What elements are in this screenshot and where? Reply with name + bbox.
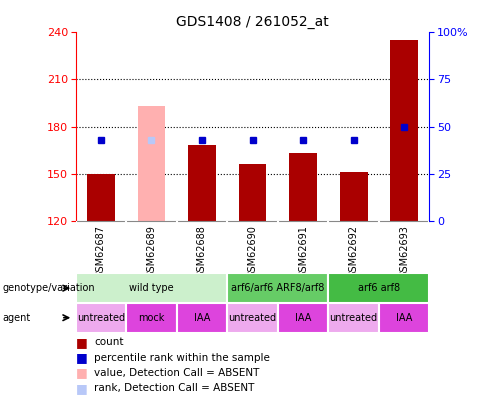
Bar <box>126 303 177 333</box>
Title: GDS1408 / 261052_at: GDS1408 / 261052_at <box>176 15 329 29</box>
Text: GSM62690: GSM62690 <box>247 225 258 278</box>
Bar <box>379 303 429 333</box>
Text: count: count <box>94 337 123 347</box>
Text: untreated: untreated <box>329 313 378 323</box>
Text: IAA: IAA <box>396 313 412 323</box>
Bar <box>239 164 266 221</box>
Bar <box>289 153 317 221</box>
Text: untreated: untreated <box>77 313 125 323</box>
Text: ■: ■ <box>76 367 87 379</box>
Text: ■: ■ <box>76 351 87 364</box>
Bar <box>138 106 165 221</box>
Bar <box>278 303 328 333</box>
Text: IAA: IAA <box>295 313 311 323</box>
Text: GSM62688: GSM62688 <box>197 225 207 278</box>
Text: GSM62689: GSM62689 <box>146 225 157 278</box>
Bar <box>328 303 379 333</box>
Text: genotype/variation: genotype/variation <box>2 283 95 293</box>
Text: untreated: untreated <box>228 313 277 323</box>
Bar <box>340 172 367 221</box>
Text: arf6 arf8: arf6 arf8 <box>358 283 400 293</box>
Text: ■: ■ <box>76 336 87 349</box>
Bar <box>177 303 227 333</box>
Text: wild type: wild type <box>129 283 174 293</box>
Text: GSM62692: GSM62692 <box>348 225 359 278</box>
Bar <box>227 273 328 303</box>
Bar <box>328 273 429 303</box>
Text: agent: agent <box>2 313 31 323</box>
Text: GSM62687: GSM62687 <box>96 225 106 278</box>
Text: value, Detection Call = ABSENT: value, Detection Call = ABSENT <box>94 368 260 378</box>
Bar <box>390 40 418 221</box>
Text: rank, Detection Call = ABSENT: rank, Detection Call = ABSENT <box>94 384 255 393</box>
Text: IAA: IAA <box>194 313 210 323</box>
Text: GSM62693: GSM62693 <box>399 225 409 278</box>
Text: ■: ■ <box>76 382 87 395</box>
Bar <box>76 273 227 303</box>
Text: mock: mock <box>138 313 164 323</box>
Text: GSM62691: GSM62691 <box>298 225 308 278</box>
Bar <box>87 174 115 221</box>
Text: arf6/arf6 ARF8/arf8: arf6/arf6 ARF8/arf8 <box>231 283 325 293</box>
Bar <box>227 303 278 333</box>
Bar <box>76 303 126 333</box>
Bar <box>188 145 216 221</box>
Text: percentile rank within the sample: percentile rank within the sample <box>94 353 270 362</box>
